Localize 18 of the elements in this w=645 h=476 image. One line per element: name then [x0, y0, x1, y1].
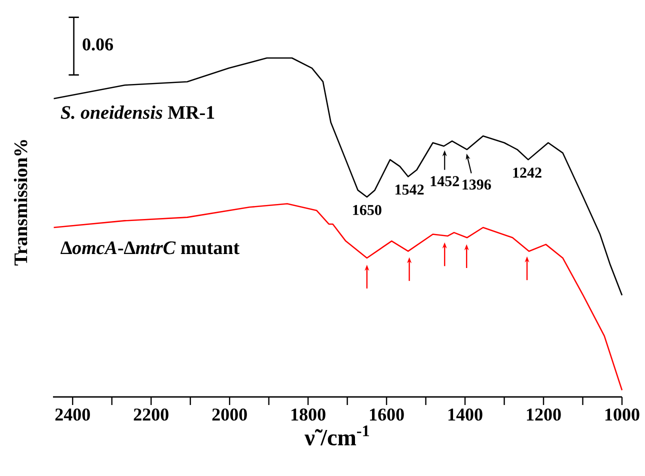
x-tick-label: 2000: [212, 408, 247, 421]
x-tick-label: 1800: [292, 408, 326, 421]
y-axis-title: Transmission%: [14, 140, 28, 266]
x-tick-label: 1200: [526, 408, 561, 421]
x-tick-label: 2400: [55, 408, 90, 421]
series-label: ∆omcA-∆mtrC mutant: [60, 241, 240, 254]
text: 0.06: [82, 38, 114, 51]
x-tick-label: 1600: [370, 408, 404, 421]
annotation: 1650: [353, 204, 382, 216]
annotation: 1542: [396, 184, 424, 195]
x-tick-label: 1400: [448, 408, 482, 421]
x-axis-title: ν̃ /cm$^{-1}$: [304, 426, 370, 446]
x-tick-label: 1000: [605, 408, 640, 421]
series-label: S. oneidensis MR-1: [60, 106, 214, 119]
x-tick-label: 2200: [134, 408, 168, 421]
annotation: 1242: [513, 168, 542, 178]
annotation: 1396: [462, 180, 491, 190]
annotation: 1452: [430, 176, 459, 186]
